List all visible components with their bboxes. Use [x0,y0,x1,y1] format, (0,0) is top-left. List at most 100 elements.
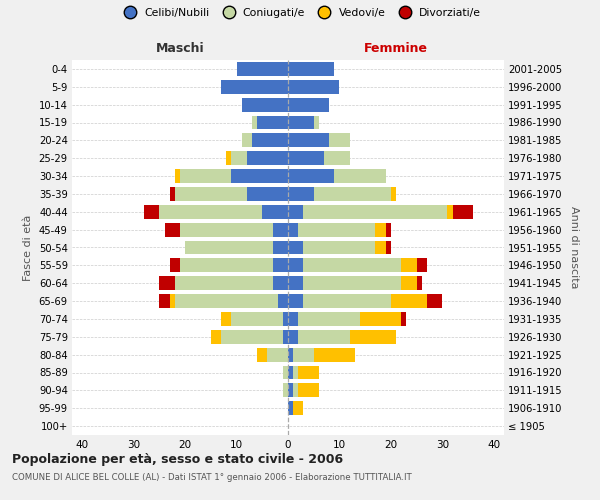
Bar [401,312,406,326]
Bar [160,205,262,219]
Bar [314,187,391,201]
Bar [247,187,288,201]
Bar [252,116,257,130]
Bar [160,294,170,308]
Bar [288,294,304,308]
Bar [298,384,319,398]
Bar [304,240,376,254]
Bar [272,222,288,236]
Bar [376,240,386,254]
Bar [288,276,304,290]
Bar [452,205,473,219]
Bar [391,294,427,308]
Bar [416,258,427,272]
Bar [288,205,304,219]
Bar [448,205,452,219]
Text: Femmine: Femmine [364,42,428,54]
Bar [283,312,288,326]
Bar [304,276,401,290]
Bar [288,348,293,362]
Bar [288,116,314,130]
Bar [272,240,288,254]
Bar [288,151,324,165]
Bar [221,330,283,344]
Bar [288,80,340,94]
Bar [427,294,442,308]
Bar [247,151,288,165]
Bar [272,258,288,272]
Bar [242,134,252,147]
Bar [304,258,401,272]
Bar [401,258,416,272]
Bar [288,98,329,112]
Bar [324,151,350,165]
Bar [288,169,334,183]
Bar [288,187,314,201]
Bar [180,258,272,272]
Bar [226,151,232,165]
Bar [175,169,180,183]
Bar [278,294,288,308]
Bar [283,384,288,398]
Text: Maschi: Maschi [155,42,205,54]
Bar [288,222,298,236]
Text: Popolazione per età, sesso e stato civile - 2006: Popolazione per età, sesso e stato civil… [12,452,343,466]
Bar [257,116,288,130]
Bar [185,240,272,254]
Bar [144,205,160,219]
Bar [283,330,288,344]
Bar [288,384,293,398]
Bar [232,151,247,165]
Bar [170,294,175,308]
Bar [272,276,288,290]
Text: COMUNE DI ALICE BEL COLLE (AL) - Dati ISTAT 1° gennaio 2006 - Elaborazione TUTTI: COMUNE DI ALICE BEL COLLE (AL) - Dati IS… [12,472,412,482]
Bar [288,240,304,254]
Bar [298,222,376,236]
Bar [175,294,278,308]
Bar [288,62,334,76]
Bar [360,312,401,326]
Bar [164,222,180,236]
Y-axis label: Fasce di età: Fasce di età [23,214,33,280]
Legend: Celibi/Nubili, Coniugati/e, Vedovi/e, Divorziati/e: Celibi/Nubili, Coniugati/e, Vedovi/e, Di… [117,6,483,20]
Bar [288,258,304,272]
Bar [252,134,288,147]
Bar [298,366,319,380]
Bar [304,294,391,308]
Bar [401,276,416,290]
Bar [298,312,360,326]
Bar [180,169,232,183]
Bar [221,312,232,326]
Bar [293,348,314,362]
Bar [180,222,272,236]
Bar [268,348,288,362]
Bar [329,134,350,147]
Bar [288,134,329,147]
Bar [232,169,288,183]
Bar [386,240,391,254]
Bar [288,366,293,380]
Bar [236,62,288,76]
Bar [334,169,386,183]
Bar [257,348,268,362]
Bar [314,116,319,130]
Bar [175,276,272,290]
Bar [160,276,175,290]
Bar [283,366,288,380]
Bar [242,98,288,112]
Bar [288,312,298,326]
Bar [376,222,386,236]
Bar [288,401,293,415]
Bar [211,330,221,344]
Bar [298,330,350,344]
Bar [170,258,180,272]
Bar [232,312,283,326]
Bar [170,187,175,201]
Bar [221,80,288,94]
Bar [293,366,298,380]
Bar [293,401,304,415]
Bar [293,384,298,398]
Bar [386,222,391,236]
Bar [304,205,448,219]
Bar [416,276,422,290]
